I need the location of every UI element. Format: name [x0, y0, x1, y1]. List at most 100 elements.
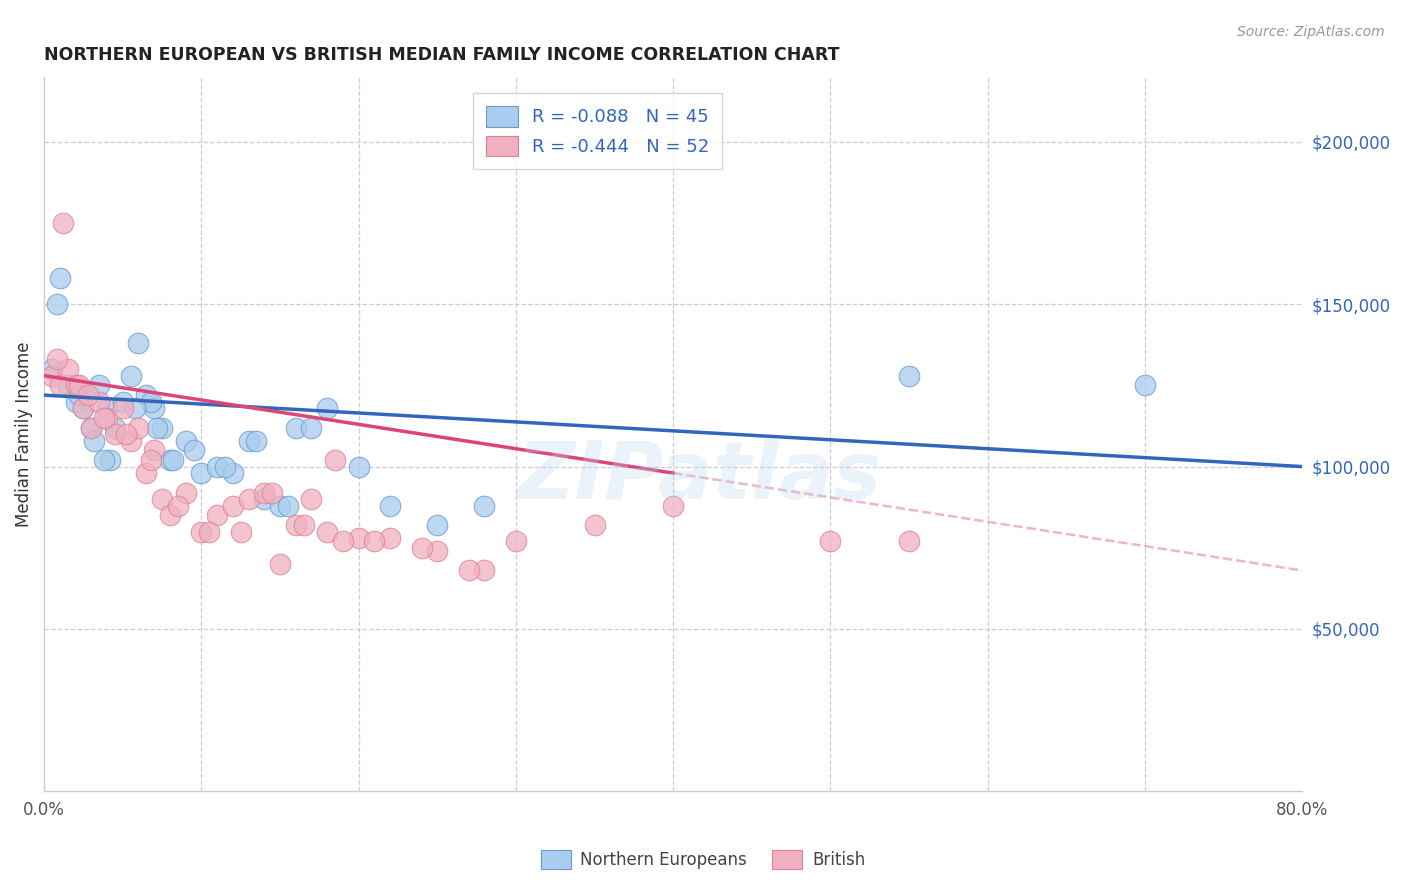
Point [347, 531, 370, 545]
Point [662, 499, 685, 513]
Point [89, 394, 111, 409]
Point [120, 434, 142, 448]
Point [146, 420, 169, 434]
Point [115, 427, 138, 442]
Point [56, 362, 79, 376]
Point [104, 420, 127, 434]
Point [183, 443, 205, 458]
Point [72, 401, 94, 416]
Text: ZIPatlas: ZIPatlas [516, 438, 880, 516]
Point [245, 434, 267, 448]
Point [49, 378, 72, 392]
Point [45, 352, 67, 367]
Point [83, 434, 105, 448]
Point [222, 499, 245, 513]
Point [111, 394, 134, 409]
Point [135, 466, 157, 480]
Legend: Northern Europeans, British: Northern Europeans, British [530, 840, 876, 880]
Point [93, 453, 115, 467]
Text: NORTHERN EUROPEAN VS BRITISH MEDIAN FAMILY INCOME CORRELATION CHART: NORTHERN EUROPEAN VS BRITISH MEDIAN FAMI… [44, 46, 839, 64]
Point [583, 518, 606, 533]
Point [89, 378, 111, 392]
Point [411, 541, 433, 555]
Legend: R = -0.088   N = 45, R = -0.444   N = 52: R = -0.088 N = 45, R = -0.444 N = 52 [472, 93, 723, 169]
Point [332, 534, 354, 549]
Point [80, 420, 103, 434]
Point [159, 453, 181, 467]
Point [41, 362, 63, 376]
Point [65, 394, 87, 409]
Point [124, 401, 146, 416]
Point [301, 491, 323, 506]
Point [139, 394, 162, 409]
Point [67, 388, 90, 402]
Point [127, 420, 149, 434]
Y-axis label: Median Family Income: Median Family Income [15, 342, 32, 527]
Point [316, 524, 339, 539]
Point [56, 378, 79, 392]
Point [67, 378, 90, 392]
Point [426, 544, 449, 558]
Point [898, 534, 921, 549]
Point [120, 368, 142, 383]
Point [96, 410, 118, 425]
Point [820, 534, 842, 549]
Point [65, 378, 87, 392]
Point [253, 491, 276, 506]
Point [127, 336, 149, 351]
Point [174, 434, 197, 448]
Point [262, 485, 284, 500]
Point [143, 401, 166, 416]
Point [292, 518, 315, 533]
Point [150, 420, 173, 434]
Point [474, 564, 496, 578]
Point [363, 534, 385, 549]
Point [269, 557, 291, 571]
Point [457, 564, 479, 578]
Point [150, 491, 173, 506]
Point [229, 524, 252, 539]
Point [162, 453, 184, 467]
Point [222, 466, 245, 480]
Point [190, 466, 212, 480]
Point [52, 216, 75, 230]
Point [378, 499, 401, 513]
Point [143, 443, 166, 458]
Point [284, 518, 307, 533]
Point [269, 499, 291, 513]
Point [505, 534, 527, 549]
Point [45, 297, 67, 311]
Point [205, 508, 228, 523]
Point [93, 410, 115, 425]
Point [98, 453, 121, 467]
Point [323, 453, 346, 467]
Point [111, 401, 134, 416]
Point [277, 499, 299, 513]
Point [159, 508, 181, 523]
Point [135, 388, 157, 402]
Point [96, 401, 118, 416]
Point [166, 499, 188, 513]
Point [190, 524, 212, 539]
Point [77, 388, 100, 402]
Point [41, 368, 63, 383]
Point [474, 499, 496, 513]
Point [238, 434, 260, 448]
Point [72, 401, 94, 416]
Point [104, 427, 127, 442]
Text: Source: ZipAtlas.com: Source: ZipAtlas.com [1237, 25, 1385, 39]
Point [214, 459, 236, 474]
Point [205, 459, 228, 474]
Point [80, 420, 103, 434]
Point [378, 531, 401, 545]
Point [49, 271, 72, 285]
Point [316, 401, 339, 416]
Point [198, 524, 221, 539]
Point [238, 491, 260, 506]
Point [1133, 378, 1156, 392]
Point [284, 420, 307, 434]
Point [139, 453, 162, 467]
Point [426, 518, 449, 533]
Point [898, 368, 921, 383]
Point [174, 485, 197, 500]
